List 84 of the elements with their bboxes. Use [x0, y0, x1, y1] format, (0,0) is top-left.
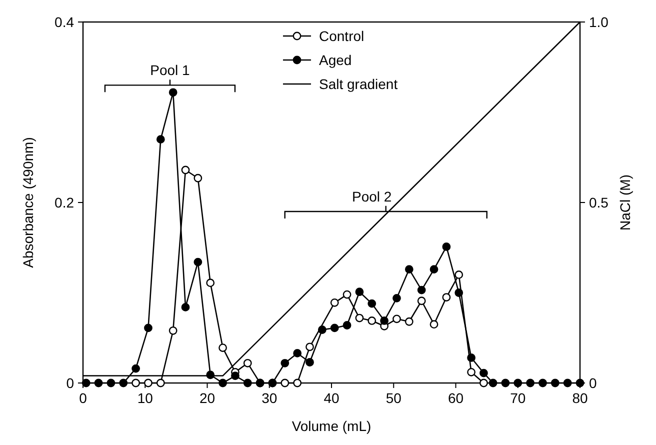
y-tick-label: 0 [66, 375, 74, 391]
x-tick-label: 20 [199, 390, 216, 406]
point [318, 326, 326, 334]
annotation: Pool 1 [150, 62, 190, 78]
point [144, 378, 152, 388]
y-tick-label: 0.4 [54, 14, 74, 30]
point [442, 242, 451, 251]
point [430, 320, 438, 329]
point [514, 378, 522, 388]
point [293, 349, 302, 358]
point [342, 290, 352, 299]
x-tick-label: 50 [386, 390, 402, 406]
point [156, 135, 165, 144]
point [417, 296, 426, 306]
point [442, 293, 451, 302]
point [144, 324, 152, 332]
x-tick-label: 70 [510, 390, 526, 406]
point [194, 174, 202, 182]
point [82, 378, 90, 388]
point [168, 88, 178, 97]
point [330, 298, 339, 307]
point [231, 372, 240, 380]
legend-label: Aged [319, 52, 352, 68]
point [156, 378, 165, 388]
point [368, 316, 376, 325]
point [218, 344, 227, 352]
y2-tick-label: 1.0 [589, 14, 609, 30]
x-tick-label: 80 [572, 390, 588, 406]
point [206, 278, 215, 288]
point [430, 265, 438, 274]
point [355, 314, 364, 322]
point [404, 265, 414, 274]
point [194, 258, 202, 266]
point [94, 378, 103, 388]
point [454, 270, 464, 279]
point [550, 378, 560, 388]
point [467, 354, 476, 362]
point [368, 299, 376, 308]
point [526, 378, 534, 388]
point [132, 378, 140, 388]
point [168, 326, 178, 335]
y-axis-title: Absorbance (490nm) [20, 137, 36, 268]
point [417, 286, 426, 294]
x-tick-label: 10 [137, 390, 154, 406]
point [106, 378, 116, 388]
point [404, 317, 414, 326]
point [501, 378, 510, 388]
x-tick-label: 0 [79, 390, 88, 406]
point [480, 378, 488, 388]
point [488, 378, 498, 388]
point [280, 378, 290, 388]
point [306, 358, 314, 366]
point [563, 378, 572, 388]
x-axis-title: Volume (mL) [292, 418, 372, 434]
y-tick-label: 0.2 [54, 194, 74, 210]
y2-axis-title: NaCl (M) [617, 174, 633, 230]
y2-tick-label: 0.5 [589, 194, 609, 210]
point [218, 378, 227, 388]
point [480, 368, 488, 378]
point [243, 378, 252, 388]
point [454, 288, 464, 297]
legend-label: Salt gradient [319, 76, 398, 92]
x-tick-label: 30 [262, 390, 278, 406]
legend-label: Control [319, 28, 364, 44]
x-tick-label: 40 [324, 390, 340, 406]
point [280, 358, 290, 368]
point [380, 316, 389, 325]
point [330, 324, 339, 332]
point [243, 358, 252, 368]
point [132, 364, 140, 373]
point [392, 294, 401, 302]
point [306, 342, 314, 352]
point [467, 368, 476, 376]
point [181, 302, 190, 312]
point [181, 166, 190, 174]
point [293, 378, 302, 388]
point [355, 288, 364, 296]
x-tick-label: 60 [448, 390, 464, 406]
point [392, 314, 401, 324]
annotation: Pool 2 [352, 188, 392, 205]
y2-tick-label: 0 [589, 375, 597, 391]
point [538, 378, 547, 388]
point [119, 378, 128, 388]
point [342, 321, 352, 330]
